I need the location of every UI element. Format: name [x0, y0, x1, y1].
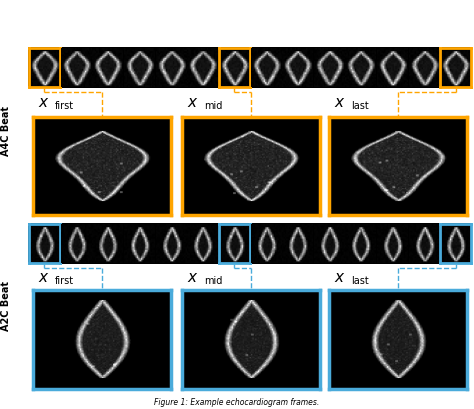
Text: $x$: $x$ [334, 95, 346, 110]
Bar [28, 47, 472, 88]
Text: first: first [55, 276, 73, 286]
Text: last: last [351, 276, 368, 286]
Text: A4C Beat: A4C Beat [0, 106, 11, 156]
Bar [28, 223, 472, 264]
Text: $x$: $x$ [334, 270, 346, 285]
Text: mid: mid [204, 276, 222, 286]
Text: Figure 1: Example echocardiogram frames.: Figure 1: Example echocardiogram frames. [155, 398, 319, 407]
Text: $x$: $x$ [38, 270, 49, 285]
Text: A2C Beat: A2C Beat [0, 281, 11, 331]
Text: $x$: $x$ [38, 95, 49, 110]
Text: $x$: $x$ [187, 270, 199, 285]
Text: $x$: $x$ [187, 95, 199, 110]
Text: mid: mid [204, 101, 222, 111]
Text: first: first [55, 101, 73, 111]
Text: last: last [351, 101, 368, 111]
